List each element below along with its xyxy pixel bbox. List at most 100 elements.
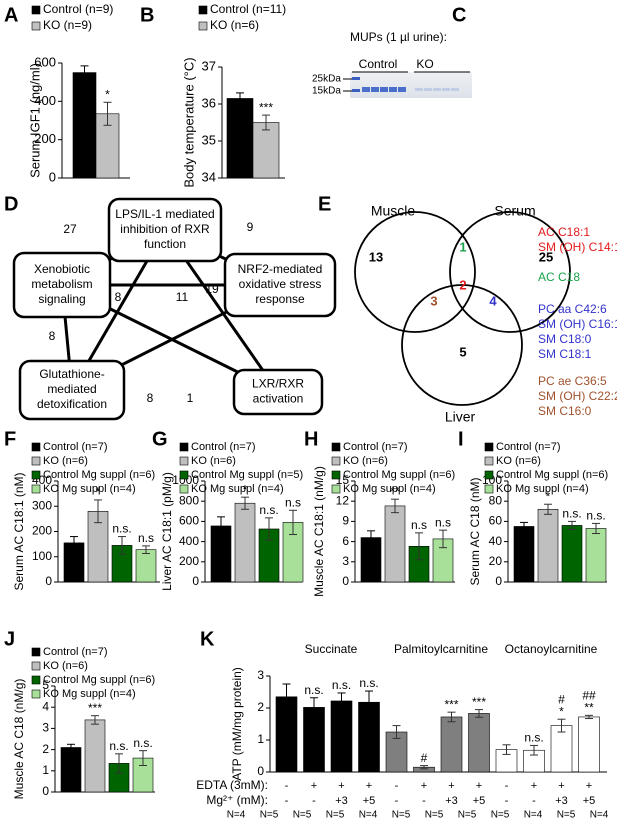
significance-label: **: [584, 701, 594, 715]
y-tick-label: 60: [489, 514, 503, 528]
significance-label: ***: [444, 697, 458, 711]
table-cell: -: [422, 795, 426, 807]
gel: [350, 72, 472, 98]
significance-label: n.s.: [133, 736, 152, 750]
edge-label: 11: [176, 290, 189, 304]
panel-letter: E: [318, 193, 331, 215]
legend-swatch: [31, 456, 41, 466]
y-tick-label: 3: [342, 554, 349, 568]
node-label: mediated: [47, 382, 96, 396]
significance-label: *: [96, 485, 101, 499]
table-cell: +: [531, 780, 537, 792]
significance-label: **: [390, 484, 400, 498]
table-cell: +: [366, 780, 372, 792]
protein-band: [371, 87, 379, 92]
node-label: NRF2-mediated: [238, 262, 323, 276]
y-tick-label: 12: [336, 493, 350, 507]
bar: [513, 526, 535, 583]
legend-swatch: [198, 5, 208, 15]
protein-band: [451, 88, 459, 91]
metabolite-label: PC aa C42:6: [538, 302, 607, 316]
metabolite-label: SM C18:0: [538, 332, 592, 346]
table-cell: -: [285, 795, 289, 807]
panel-letter: C: [452, 4, 466, 26]
bar: [60, 747, 82, 793]
y-tick-label: 0: [45, 574, 52, 588]
significance-label: ***: [259, 100, 273, 114]
table-cell: +: [338, 780, 344, 792]
region-count: 5: [459, 344, 466, 359]
significance-label: *: [559, 704, 564, 718]
y-tick-label: 3: [42, 721, 49, 735]
significance-label: n.s.: [359, 676, 378, 690]
legend-label: Control (n=9): [43, 2, 113, 16]
y-tick-label: 200: [34, 131, 56, 146]
network-node: [223, 252, 337, 318]
legend-label: KO (n=6): [43, 660, 88, 672]
region-count: 25: [539, 249, 553, 264]
protein-band: [415, 88, 423, 91]
legend-swatch: [484, 456, 494, 466]
y-tick-label: 300: [32, 498, 52, 512]
group-label: Succinate: [305, 642, 358, 656]
y-axis-label: ATP (mM/mg protein): [230, 667, 244, 781]
significance-label: n.s.: [304, 683, 323, 697]
lane-label: KO: [416, 57, 433, 71]
legend-swatch: [31, 484, 41, 494]
table-cell: +: [586, 780, 592, 792]
node-label: activation: [253, 392, 304, 406]
node-label: Xenobiotic: [34, 262, 90, 276]
panel-letter: G: [152, 428, 168, 450]
legend-swatch: [331, 484, 341, 494]
y-axis-label: Muscle AC C18:1 (nM/g): [312, 466, 326, 597]
legend-swatch: [31, 470, 41, 480]
significance-label: n.s.: [112, 522, 131, 536]
edge-label: 8: [49, 329, 56, 343]
node-label: oxidative stress: [239, 277, 322, 291]
protein-band: [424, 88, 432, 91]
edge-label: 8: [115, 290, 122, 304]
node-label: response: [255, 292, 305, 306]
y-tick-label: 600: [34, 54, 56, 69]
legend-swatch: [484, 442, 494, 452]
significance-label: *: [243, 482, 248, 496]
legend-label: Control (n=7): [43, 646, 108, 658]
venn-set: [449, 211, 571, 333]
lane-label: Control: [359, 57, 398, 71]
network-node: [18, 359, 126, 421]
bar: [384, 505, 406, 583]
table-cell: -: [312, 795, 316, 807]
panel-letter: B: [140, 4, 154, 26]
y-tick-label: 0: [495, 574, 502, 588]
legend-swatch: [31, 689, 41, 699]
legend-swatch: [179, 470, 189, 480]
table-cell: +: [311, 780, 317, 792]
bar: [72, 72, 97, 179]
y-tick-label: 0: [192, 574, 199, 588]
table-cell: +5: [583, 795, 596, 807]
y-tick-label: 5: [42, 678, 49, 692]
y-tick-label: 36: [202, 95, 216, 110]
legend-label: KO Mg suppl (n=4): [343, 483, 436, 495]
y-tick-label: 2: [257, 700, 264, 714]
group-label: Palmitoylcarnitine: [394, 642, 488, 656]
bar: [468, 713, 490, 773]
table-cell: -: [505, 780, 509, 792]
y-tick-label: 0: [342, 574, 349, 588]
legend-label: KO Mg suppl (n=4): [496, 483, 589, 495]
y-tick-label: 1: [42, 763, 49, 777]
ladder-band: [352, 77, 360, 80]
panel-letter: A: [4, 4, 18, 26]
n-label: N=5: [458, 810, 477, 821]
edge-label: 1: [187, 391, 194, 405]
node-label: LPS/IL-1 mediated: [115, 207, 214, 221]
table-cell: +3: [555, 795, 568, 807]
y-tick-label: 1: [257, 732, 264, 746]
y-tick-label: 37: [202, 58, 216, 73]
y-tick-label: 800: [179, 493, 199, 507]
bar: [537, 508, 559, 583]
y-tick-label: 400: [179, 534, 199, 548]
table-cell: -: [505, 795, 509, 807]
network-node: [12, 251, 112, 319]
